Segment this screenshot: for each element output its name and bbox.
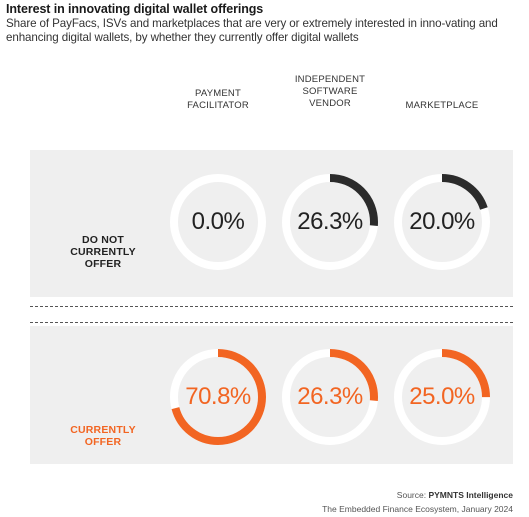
ring-track <box>170 174 266 270</box>
ring-value-label: 26.3% <box>297 208 363 235</box>
column-header-line: MARKETPLACE <box>405 100 479 111</box>
ring-value-label: 70.8% <box>185 383 251 410</box>
ring-svg <box>170 174 266 270</box>
row-label-1: CURRENTLY OFFER <box>48 424 158 448</box>
ring-arc <box>170 349 266 445</box>
column-header-2: MARKETPLACE <box>387 100 497 112</box>
row-label-line: OFFER <box>84 258 122 270</box>
ring-1-0: 70.8% <box>168 347 268 447</box>
row-divider-top <box>30 306 513 307</box>
row-label-line: CURRENTLY <box>70 246 136 258</box>
row-label-line: CURRENTLY <box>70 424 136 436</box>
ring-value-label: 25.0% <box>409 383 475 410</box>
column-header-0: PAYMENT FACILITATOR <box>163 88 273 112</box>
ring-arc <box>394 349 490 445</box>
source-line: Source: PYMNTS Intelligence <box>213 490 513 500</box>
chart-subtitle: Share of PayFacs, ISVs and marketplaces … <box>6 17 498 44</box>
ring-svg <box>394 349 490 445</box>
column-header-line: PAYMENT <box>195 88 241 99</box>
ring-0-0: 0.0% <box>168 172 268 272</box>
row-label-line: DO NOT <box>81 234 125 246</box>
ring-1-2: 25.0% <box>392 347 492 447</box>
ring-value-label: 0.0% <box>191 208 245 235</box>
column-header-line: INDEPENDENT <box>294 74 366 85</box>
source-report: The Embedded Finance Ecosystem, January … <box>322 504 513 514</box>
column-header-line: VENDOR <box>309 98 351 109</box>
ring-arc <box>394 174 490 270</box>
source-prefix: Source: <box>396 490 429 500</box>
ring-0-2: 20.0% <box>392 172 492 272</box>
ring-svg <box>282 349 378 445</box>
column-header-line: FACILITATOR <box>187 100 249 111</box>
ring-svg <box>394 174 490 270</box>
chart-title: Interest in innovating digital wallet of… <box>6 2 264 16</box>
column-header-line: SOFTWARE <box>302 86 358 97</box>
ring-value-label: 26.3% <box>297 383 363 410</box>
column-header-1: INDEPENDENT SOFTWARE VENDOR <box>275 74 385 110</box>
ring-svg <box>170 349 266 445</box>
ring-svg <box>282 174 378 270</box>
row-label-0: DO NOT CURRENTLY OFFER <box>48 234 158 270</box>
row-label-line: OFFER <box>84 436 122 448</box>
ring-arc <box>282 349 378 445</box>
ring-value-label: 20.0% <box>409 208 475 235</box>
ring-0-1: 26.3% <box>280 172 380 272</box>
panel-do-not-offer <box>30 150 513 297</box>
row-divider-bottom <box>30 322 513 323</box>
ring-arc <box>282 174 378 270</box>
source-name: PYMNTS Intelligence <box>428 490 513 500</box>
ring-1-1: 26.3% <box>280 347 380 447</box>
